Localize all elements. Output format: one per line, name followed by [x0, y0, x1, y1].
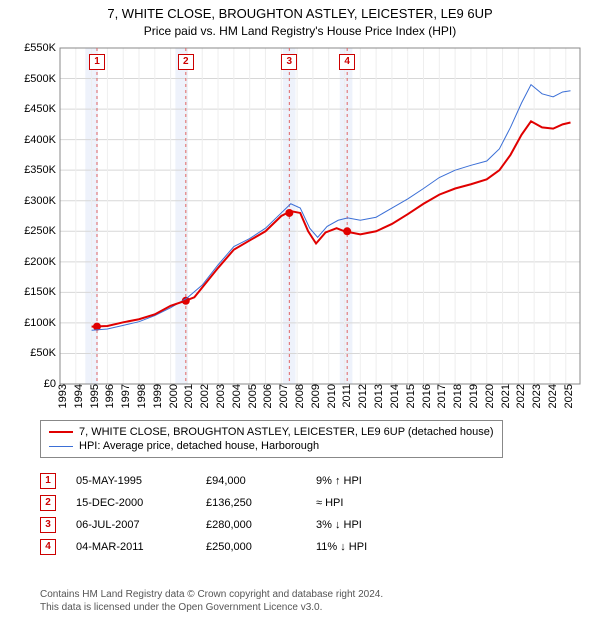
x-tick-label: 2025: [557, 384, 575, 408]
legend-swatch-property: [49, 431, 73, 433]
y-tick-label: £550K: [24, 42, 60, 54]
legend-row-hpi: HPI: Average price, detached house, Harb…: [49, 439, 494, 453]
transaction-row: 3 06-JUL-2007£280,0003% ↓ HPI: [40, 514, 367, 536]
y-tick-label: £450K: [24, 103, 60, 115]
y-tick-label: £100K: [24, 317, 60, 329]
transaction-row-marker: 2: [40, 495, 56, 511]
y-tick-label: £150K: [24, 286, 60, 298]
transaction-row: 1 05-MAY-1995£94,0009% ↑ HPI: [40, 470, 367, 492]
transaction-date: 04-MAR-2011: [76, 541, 206, 553]
transaction-date: 06-JUL-2007: [76, 519, 206, 531]
transaction-price: £250,000: [206, 541, 316, 553]
transaction-note: 3% ↓ HPI: [316, 519, 362, 531]
footer-line1: Contains HM Land Registry data © Crown c…: [40, 588, 383, 601]
transaction-note: 11% ↓ HPI: [316, 541, 367, 553]
transaction-row-marker: 3: [40, 517, 56, 533]
legend-label-property: 7, WHITE CLOSE, BROUGHTON ASTLEY, LEICES…: [79, 426, 494, 438]
transaction-price: £94,000: [206, 475, 316, 487]
transaction-note: ≈ HPI: [316, 497, 343, 509]
legend-row-property: 7, WHITE CLOSE, BROUGHTON ASTLEY, LEICES…: [49, 425, 494, 439]
transaction-marker: 4: [339, 54, 355, 70]
transaction-marker: 1: [89, 54, 105, 70]
legend: 7, WHITE CLOSE, BROUGHTON ASTLEY, LEICES…: [40, 420, 503, 458]
y-tick-label: £500K: [24, 73, 60, 85]
transaction-price: £280,000: [206, 519, 316, 531]
transaction-price: £136,250: [206, 497, 316, 509]
transaction-date: 15-DEC-2000: [76, 497, 206, 509]
transaction-note: 9% ↑ HPI: [316, 475, 362, 487]
y-tick-label: £400K: [24, 134, 60, 146]
legend-label-hpi: HPI: Average price, detached house, Harb…: [79, 440, 319, 452]
transaction-date: 05-MAY-1995: [76, 475, 206, 487]
y-tick-label: £200K: [24, 256, 60, 268]
footer: Contains HM Land Registry data © Crown c…: [40, 588, 383, 614]
transaction-marker: 3: [281, 54, 297, 70]
chart-title: 7, WHITE CLOSE, BROUGHTON ASTLEY, LEICES…: [0, 6, 600, 21]
y-tick-label: £350K: [24, 164, 60, 176]
plot-area: £0£50K£100K£150K£200K£250K£300K£350K£400…: [60, 48, 580, 384]
transaction-row-marker: 4: [40, 539, 56, 555]
transaction-row: 4 04-MAR-2011£250,00011% ↓ HPI: [40, 536, 367, 558]
transaction-row-marker: 1: [40, 473, 56, 489]
plot-svg: [60, 48, 580, 384]
chart-subtitle: Price paid vs. HM Land Registry's House …: [0, 24, 600, 38]
legend-swatch-hpi: [49, 446, 73, 447]
transaction-marker: 2: [178, 54, 194, 70]
transaction-row: 2 15-DEC-2000£136,250≈ HPI: [40, 492, 367, 514]
footer-line2: This data is licensed under the Open Gov…: [40, 601, 383, 614]
transactions-table: 105-MAY-1995£94,0009% ↑ HPI215-DEC-2000£…: [40, 470, 367, 558]
y-tick-label: £300K: [24, 195, 60, 207]
y-tick-label: £250K: [24, 225, 60, 237]
y-tick-label: £50K: [30, 347, 60, 359]
